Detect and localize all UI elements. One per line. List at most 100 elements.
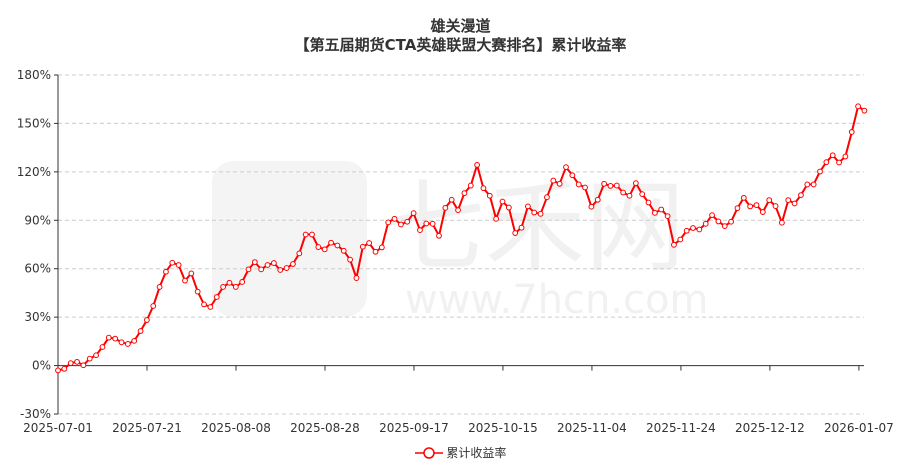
data-point (556, 180, 563, 187)
data-point (613, 182, 620, 189)
data-point (690, 225, 696, 231)
data-point (404, 218, 411, 225)
data-point (645, 199, 652, 206)
data-point (156, 284, 163, 290)
y-tick-label: 90% (24, 213, 51, 227)
data-point (334, 242, 341, 249)
data-point (493, 215, 500, 222)
data-point (518, 224, 525, 231)
data-point (486, 192, 493, 199)
data-point (194, 288, 201, 295)
data-point (785, 197, 792, 204)
data-point (575, 181, 582, 188)
data-point (683, 227, 690, 234)
data-point (537, 210, 544, 217)
data-point (607, 183, 614, 189)
x-tick-label: 2025-07-21 (112, 421, 182, 435)
data-point (563, 164, 569, 171)
data-point (124, 341, 131, 347)
data-point (861, 107, 868, 114)
chart-title: 雄关漫道 (430, 17, 491, 35)
data-point (594, 196, 601, 203)
data-point (353, 275, 360, 281)
data-point (569, 172, 576, 179)
data-point (734, 205, 741, 212)
data-point (220, 284, 227, 290)
data-point (410, 210, 417, 217)
data-point (340, 247, 347, 254)
data-point (455, 207, 461, 214)
data-point (620, 189, 627, 196)
data-point (137, 328, 144, 334)
data-point (105, 334, 112, 341)
data-point (328, 239, 334, 246)
data-point (239, 279, 246, 285)
data-point (258, 266, 265, 273)
x-tick-label: 2026-01-07 (824, 421, 894, 435)
data-point (290, 261, 296, 267)
y-tick-label: 30% (24, 310, 51, 324)
data-point (429, 220, 436, 227)
data-point (271, 260, 277, 266)
data-point (740, 194, 747, 201)
data-point (391, 215, 398, 222)
data-point (366, 240, 373, 246)
data-point (207, 304, 214, 310)
data-point (467, 182, 474, 189)
data-point (842, 153, 849, 160)
data-point (753, 202, 760, 209)
data-point (626, 192, 633, 199)
chart-subtitle: 【第五届期货CTA英雄联盟大赛排名】累计收益率 (294, 36, 627, 54)
x-tick-label: 2025-11-24 (646, 421, 716, 435)
data-point (118, 339, 125, 346)
data-point (582, 184, 588, 191)
data-point (226, 279, 233, 286)
data-point (696, 226, 703, 233)
data-point (347, 256, 354, 263)
x-tick-label: 2025-12-12 (735, 421, 805, 435)
data-point (213, 294, 220, 300)
data-point (772, 203, 779, 209)
data-point (836, 159, 842, 166)
y-tick-label: -30% (20, 407, 51, 421)
data-point (823, 159, 830, 166)
data-point (67, 360, 74, 367)
legend[interactable]: 累计收益率 (0, 444, 921, 461)
y-tick-label: 150% (17, 116, 51, 130)
y-tick-label: 120% (17, 165, 51, 179)
data-point (474, 162, 481, 168)
data-point (855, 103, 861, 110)
data-point (601, 180, 607, 187)
data-point (747, 203, 754, 210)
data-point (182, 277, 188, 284)
data-point (550, 177, 557, 184)
data-point (480, 185, 487, 192)
data-point (677, 236, 684, 243)
data-point (131, 337, 138, 344)
data-point (74, 358, 80, 365)
legend-label: 累计收益率 (446, 446, 507, 460)
data-point (175, 262, 182, 268)
x-tick-label: 2025-09-17 (379, 421, 449, 435)
data-point (505, 204, 512, 211)
data-point (632, 180, 639, 187)
data-point (442, 204, 449, 211)
data-point (766, 197, 773, 204)
data-point (169, 259, 176, 266)
data-point (499, 198, 506, 205)
data-point (423, 220, 430, 227)
data-point (201, 301, 207, 308)
data-point (652, 209, 658, 216)
data-point (728, 218, 734, 225)
data-point (448, 196, 455, 203)
data-point (664, 213, 671, 219)
data-point (372, 248, 379, 255)
data-point (779, 219, 785, 226)
watermark-url-text: www.7hcn.com (405, 277, 708, 323)
data-point (61, 365, 68, 372)
data-point (461, 190, 468, 197)
data-point (163, 268, 169, 275)
data-point (385, 219, 392, 226)
x-tick-label: 2025-11-04 (557, 421, 627, 435)
